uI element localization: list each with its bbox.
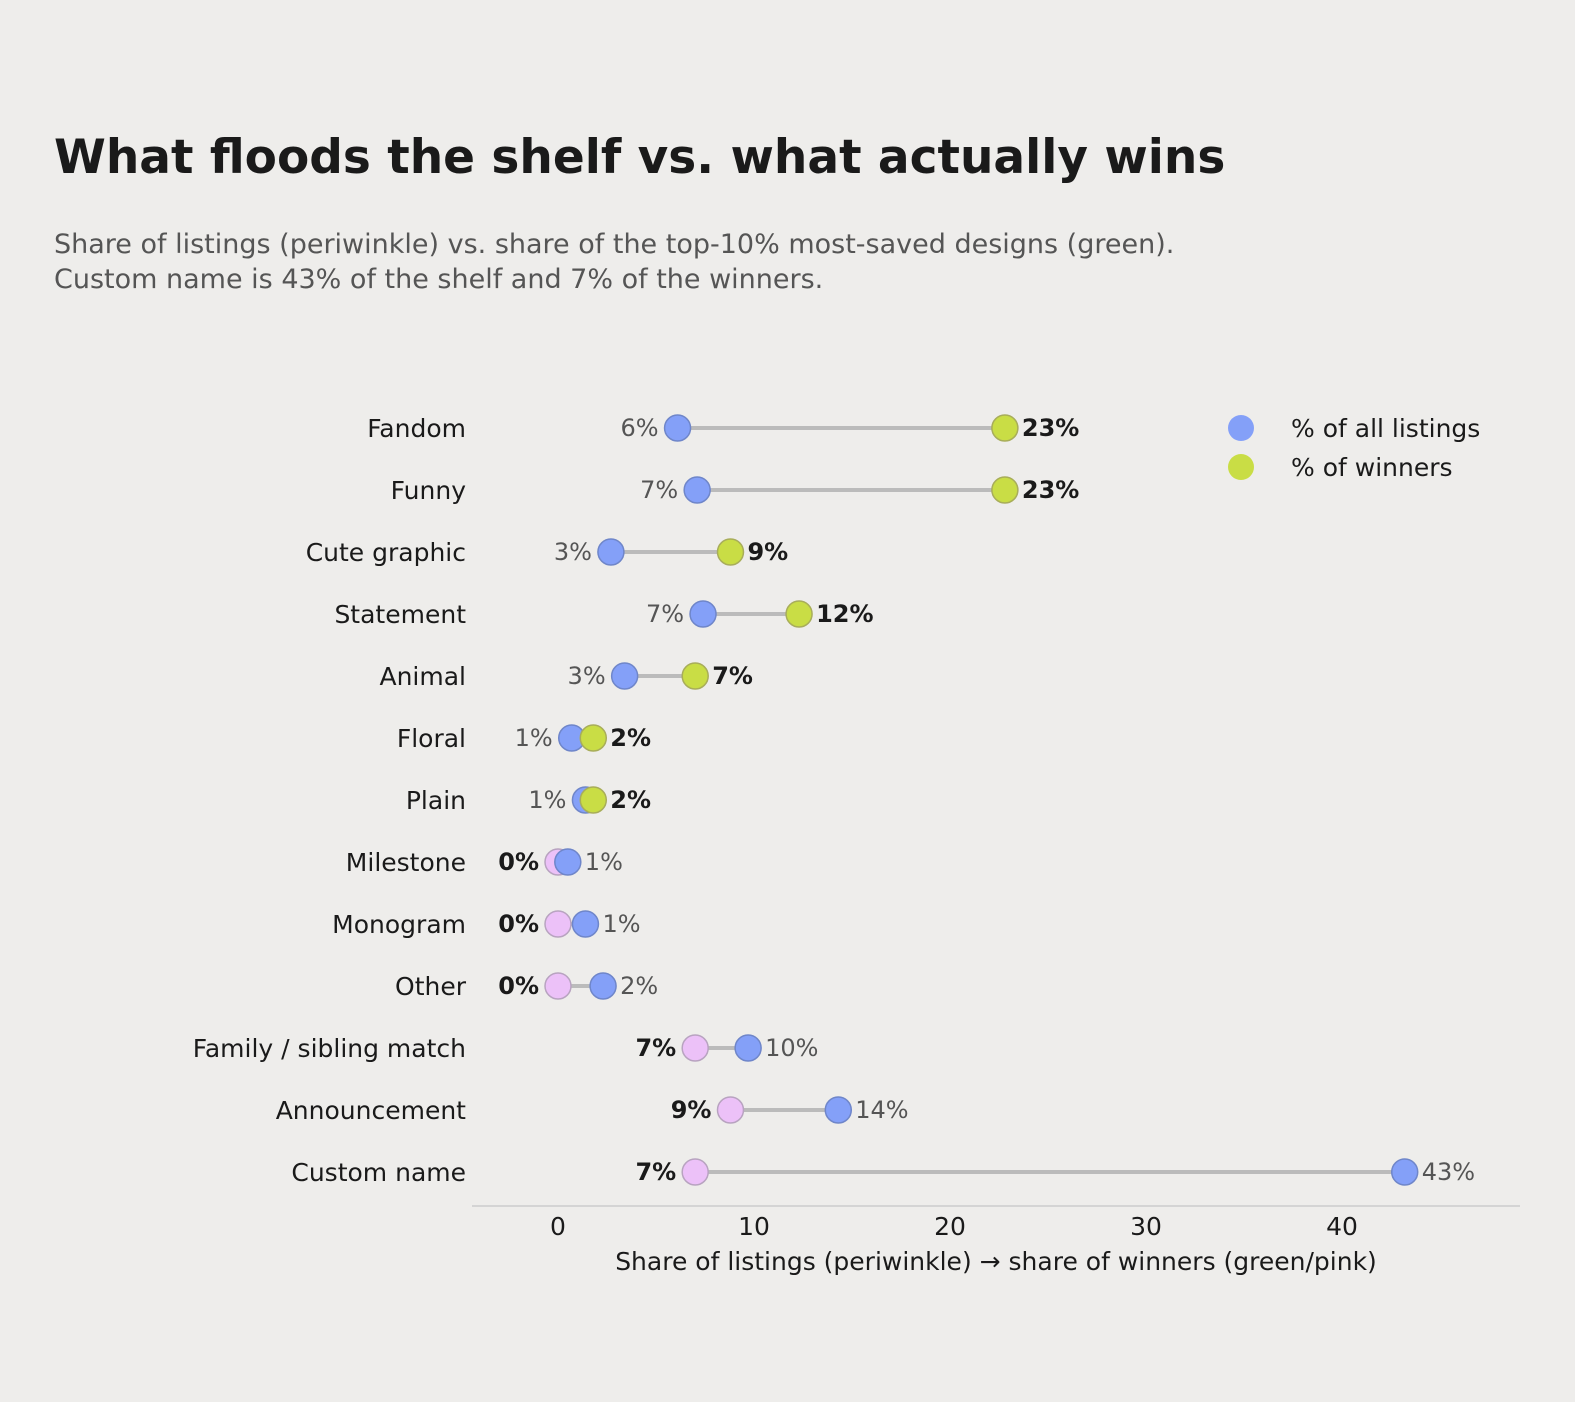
listings-value-label: 3% [554,538,592,566]
dumbbell-row: Monogram 1% 0% [332,910,640,939]
winners-point [579,724,608,752]
dumbbell-row: Floral 1% 2% [397,724,651,753]
legend-listings-swatch [1228,415,1254,441]
category-label: Fandom [367,414,466,443]
chart-title: What floods the shelf vs. what actually … [54,130,1226,185]
category-label: Other [395,972,467,1001]
category-label: Animal [379,662,466,691]
listings-value-label: 14% [855,1096,908,1124]
chart-subtitle: Share of listings (periwinkle) vs. share… [54,227,1174,297]
category-label: Cute graphic [306,538,466,567]
category-label: Plain [406,786,466,815]
winners-value-label: 0% [498,910,539,938]
category-label: Statement [334,600,466,629]
listings-value-label: 6% [620,414,658,442]
listings-value-label: 1% [602,910,640,938]
category-label: Announcement [276,1096,466,1125]
dumbbell-row: Cute graphic 3% 9% [306,538,789,567]
listings-point [597,538,625,566]
category-label: Monogram [332,910,466,939]
winners-point [785,600,813,628]
category-label: Funny [391,476,467,505]
winners-point [991,476,1019,504]
winners-point [544,910,572,938]
listings-value-label: 3% [568,662,606,690]
category-label: Family / sibling match [193,1034,466,1063]
winners-value-label: 23% [1022,414,1079,442]
subtitle-line: Share of listings (periwinkle) vs. share… [54,229,1175,260]
listings-value-label: 7% [646,600,684,628]
listings-point [571,910,600,938]
winners-value-label: 7% [635,1034,676,1062]
winners-point [544,972,572,1000]
dumbbell-row: Custom name 43% 7% [291,1158,1475,1187]
category-label: Custom name [291,1158,466,1187]
category-label: Floral [397,724,466,753]
listings-value-label: 10% [765,1034,818,1062]
dumbbell-row: Other 2% 0% [395,972,658,1001]
listings-point [610,662,639,690]
winners-value-label: 2% [610,786,651,814]
winners-point [716,1096,745,1124]
x-tick-label: 30 [1130,1212,1162,1241]
winners-point [681,1158,709,1186]
winners-value-label: 12% [816,600,873,628]
listings-point [824,1096,853,1124]
listings-value-label: 1% [515,724,553,752]
winners-value-label: 9% [747,538,788,566]
legend-winners-label: % of winners [1291,453,1453,482]
winners-point [681,662,709,690]
x-axis-ticks: 0 10 20 30 40 [550,1212,1358,1241]
listings-point [589,972,617,1000]
dumbbell-row: Animal 3% 7% [379,662,752,691]
dumbbell-row: Funny 7% 23% [391,476,1080,505]
subtitle-line: Custom name is 43% of the shelf and 7% o… [54,264,824,295]
listings-value-label: 1% [585,848,623,876]
winners-value-label: 7% [712,662,753,690]
dumbbell-row: Statement 7% 12% [334,600,873,629]
legend-listings-label: % of all listings [1291,414,1480,443]
winners-value-label: 0% [498,972,539,1000]
legend: % of all listings % of winners [1228,414,1480,482]
x-tick-label: 10 [738,1212,770,1241]
winners-point [579,786,608,814]
winners-value-label: 7% [635,1158,676,1186]
listings-point [663,414,692,442]
listings-point [1390,1158,1419,1186]
legend-winners-swatch [1228,454,1254,480]
winners-value-label: 0% [498,848,539,876]
listings-value-label: 43% [1422,1158,1475,1186]
listings-point [689,600,717,628]
category-label: Milestone [346,848,466,877]
dumbbell-row: Plain 1% 2% [406,786,651,815]
winners-value-label: 9% [671,1096,712,1124]
listings-point [683,476,711,504]
dumbbell-row: Family / sibling match 10% 7% [193,1034,819,1063]
chart-rows: Fandom 6% 23% Funny 7% 23% Cute graphic 3% 9% Sta… [193,414,1475,1187]
listings-value-label: 1% [528,786,566,814]
winners-value-label: 2% [610,724,651,752]
listings-value-label: 7% [640,476,678,504]
winners-value-label: 23% [1022,476,1079,504]
listings-value-label: 2% [620,972,658,1000]
x-tick-label: 0 [550,1212,566,1241]
dumbbell-row: Milestone 1% 0% [346,848,623,877]
dumbbell-row: Fandom 6% 23% [367,414,1079,443]
x-tick-label: 40 [1326,1212,1358,1241]
dumbbell-row: Announcement 14% 9% [276,1096,909,1125]
winners-point [991,414,1019,442]
winners-point [716,538,745,566]
x-axis-label: Share of listings (periwinkle) → share o… [615,1247,1377,1276]
x-tick-label: 20 [934,1212,966,1241]
listings-point [734,1034,762,1062]
winners-point [681,1034,709,1062]
listings-point [554,848,582,876]
